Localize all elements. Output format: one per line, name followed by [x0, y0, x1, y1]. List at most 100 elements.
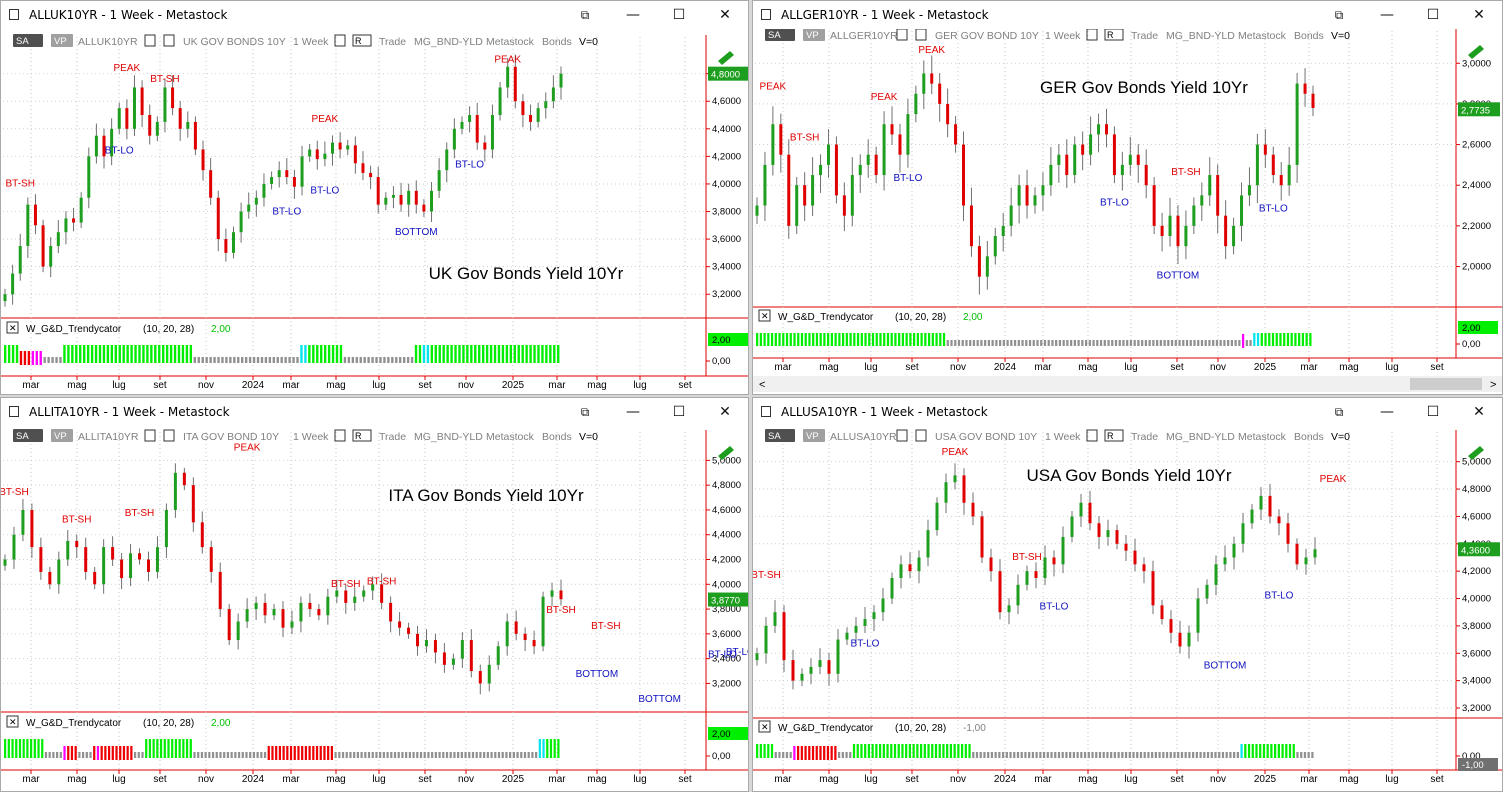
- scroll-right-arrow: >: [1490, 379, 1496, 391]
- y-tick-label: 2,6000: [1462, 140, 1491, 151]
- candle-body: [1106, 530, 1110, 537]
- restore-icon[interactable]: ⧉: [580, 8, 590, 22]
- candle-body: [487, 664, 491, 684]
- interval-dropdown[interactable]: [334, 34, 346, 47]
- maximize-icon[interactable]: ☐: [1426, 404, 1440, 420]
- price-chart-0[interactable]: 3,2000 3,4000 3,6000 3,8000 4,0000 4,2000 4,40…: [1, 29, 749, 395]
- close-icon[interactable]: ✕: [719, 7, 731, 23]
- candle-body: [94, 135, 98, 157]
- candle-body: [300, 156, 304, 187]
- trendycator-bar: [375, 752, 378, 758]
- x-tick-label: mar: [22, 774, 40, 785]
- trendycator-bar: [894, 333, 897, 346]
- close-icon[interactable]: ✕: [1473, 7, 1485, 23]
- symbol-dropdown[interactable]: [144, 429, 156, 442]
- candle-body: [559, 590, 563, 600]
- sa-button[interactable]: [765, 29, 795, 41]
- trendycator-bar: [430, 345, 434, 363]
- vp-button[interactable]: [803, 429, 825, 442]
- symbol-dropdown[interactable]: [896, 29, 908, 41]
- window-ger-10yr[interactable]: ALLGER10YR - 1 Week - Metastock ⧉ — ☐ ✕ 2,000…: [752, 0, 1503, 395]
- symbol-dropdown[interactable]: [896, 429, 908, 442]
- price-chart-2[interactable]: 3,2000 3,4000 3,6000 3,8000 4,0000 4,2000 4,40…: [1, 426, 749, 792]
- maximize-icon[interactable]: ☐: [672, 404, 686, 420]
- chart-window-icon[interactable]: [761, 9, 771, 20]
- r-button[interactable]: [352, 34, 372, 47]
- trendycator-bar: [1251, 744, 1254, 758]
- desc-dropdown[interactable]: [915, 29, 927, 41]
- price-chart-1[interactable]: 2,00002,20002,40002,60002,80003,0000PEAK…: [753, 29, 1503, 395]
- interval-dropdown[interactable]: [334, 429, 346, 442]
- candle-body: [550, 590, 554, 597]
- minimize-icon[interactable]: —: [1380, 7, 1394, 23]
- candle-body: [850, 175, 854, 216]
- trendycator-bar: [864, 333, 867, 346]
- trendycator-bar: [414, 345, 418, 363]
- minimize-icon[interactable]: —: [1380, 404, 1394, 420]
- window-ita-10yr[interactable]: ALLITA10YR - 1 Week - Metastock ⧉ — ☐ ✕ 3,200…: [0, 397, 749, 792]
- window-uk-10yr[interactable]: ALLUK10YR - 1 Week - Metastock ⧉ — ☐ ✕ 3,2000…: [0, 0, 749, 395]
- vp-button[interactable]: [803, 29, 825, 41]
- trendycator-bar: [998, 340, 1002, 346]
- indicator-value-badge: [1458, 758, 1498, 771]
- candle-body: [1168, 215, 1172, 237]
- draw-tool-icon[interactable]: [1468, 45, 1484, 59]
- vp-button[interactable]: [51, 429, 73, 442]
- restore-icon[interactable]: ⧉: [1334, 8, 1344, 22]
- minimize-icon[interactable]: —: [626, 404, 640, 420]
- candle-body: [1160, 605, 1164, 620]
- close-icon[interactable]: ✕: [1473, 404, 1485, 420]
- trendycator-bar: [1286, 333, 1290, 346]
- window-usa-10yr[interactable]: ALLUSA10YR - 1 Week - Metastock ⧉ — ☐ ✕ 3,200…: [752, 397, 1503, 792]
- candle-body: [1057, 154, 1061, 165]
- maximize-icon[interactable]: ☐: [1426, 7, 1440, 23]
- close-icon[interactable]: ✕: [719, 404, 731, 420]
- horizontal-scrollbar[interactable]: [753, 376, 1503, 392]
- chart-window-icon[interactable]: [9, 9, 19, 20]
- sa-button[interactable]: [765, 429, 795, 442]
- draw-tool-icon[interactable]: [718, 51, 734, 65]
- indicator-close-box[interactable]: [758, 720, 771, 733]
- indicator-close-box[interactable]: [6, 715, 19, 728]
- restore-icon[interactable]: ⧉: [580, 405, 590, 419]
- restore-icon[interactable]: ⧉: [1334, 405, 1344, 419]
- minimize-icon[interactable]: —: [626, 7, 640, 23]
- trendycator-bar: [343, 357, 347, 363]
- r-button[interactable]: [1104, 29, 1124, 41]
- scroll-thumb[interactable]: [1410, 378, 1482, 390]
- trendycator-bar: [1260, 333, 1263, 346]
- interval-dropdown[interactable]: [1086, 29, 1098, 41]
- price-chart-3[interactable]: 3,20003,40003,60003,80004,00004,20004,40…: [753, 426, 1503, 792]
- trendycator-bar: [815, 333, 819, 346]
- draw-tool-icon[interactable]: [1468, 446, 1484, 460]
- indicator-close-box[interactable]: [758, 309, 771, 322]
- candle-body: [496, 646, 500, 665]
- indicator-badge-value: 2,00: [712, 729, 731, 740]
- trendycator-bar: [78, 752, 81, 758]
- trendycator-bar: [538, 739, 541, 758]
- r-button[interactable]: [1104, 429, 1124, 442]
- trendycator-bar: [763, 744, 766, 758]
- trendycator-bar: [249, 752, 252, 758]
- candle-body: [1287, 164, 1291, 186]
- desc-dropdown[interactable]: [915, 429, 927, 442]
- indicator-close-box[interactable]: [6, 321, 19, 334]
- vp-button[interactable]: [51, 34, 73, 47]
- sa-button[interactable]: [13, 429, 43, 442]
- sa-button[interactable]: [13, 34, 43, 47]
- chart-window-icon[interactable]: [9, 406, 19, 417]
- draw-tool-icon[interactable]: [718, 446, 734, 460]
- desc-dropdown[interactable]: [163, 429, 175, 442]
- trendycator-bar: [1255, 744, 1258, 758]
- x-tick-label: set: [678, 380, 692, 391]
- trendycator-bar: [875, 333, 878, 346]
- trendycator-bar: [267, 746, 270, 760]
- chart-window-icon[interactable]: [761, 406, 771, 417]
- interval-dropdown[interactable]: [1086, 429, 1098, 442]
- trendycator-bar: [976, 340, 979, 346]
- symbol-dropdown[interactable]: [144, 34, 156, 47]
- desc-dropdown[interactable]: [163, 34, 175, 47]
- r-button[interactable]: [352, 429, 372, 442]
- trendycator-bar: [1088, 340, 1091, 346]
- maximize-icon[interactable]: ☐: [672, 7, 686, 23]
